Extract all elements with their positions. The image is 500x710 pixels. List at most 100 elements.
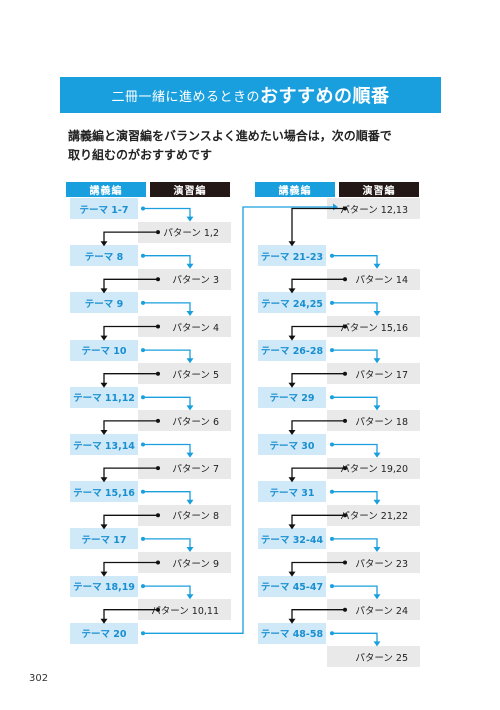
practice-cell: パターン 3 [138,268,231,290]
lecture-cell: テーマ 9 [70,292,138,314]
intro-line-1: 講義編と演習編をバランスよく進めたい場合は，次の順番で [68,129,392,143]
practice-cell: パターン 25 [327,646,420,668]
left-practice-header: 演習編 [150,182,230,197]
arrow-head [373,641,381,647]
flow-arrow-line [332,302,378,315]
arrow-head [373,452,381,458]
flow-arrow-line [143,302,191,315]
arrow-head [288,430,296,435]
lecture-cell: テーマ 1-7 [70,198,138,219]
intro-text: 講義編と演習編をバランスよく進めたい場合は，次の順番で 取り組むのがおすすめです [68,127,448,165]
arrow-head [288,382,296,388]
practice-cell: パターン 19,20 [327,457,420,479]
flow-arrow-line [103,609,158,622]
arrow-head [186,216,194,222]
flow-arrow-line [103,373,158,386]
arrow-head [373,358,381,364]
practice-cell: パターン 21,22 [327,504,420,526]
flow-arrow-line [143,585,191,599]
flow-arrow-line [143,538,191,551]
flow-arrow-line [291,561,345,575]
lecture-cell: テーマ 26-28 [258,339,326,361]
flow-arrow-line [103,325,158,339]
arrow-head [100,382,108,388]
lecture-cell: テーマ 30 [258,434,326,455]
arrow-head [288,618,296,624]
flow-arrow-line [143,491,191,504]
practice-cell: パターン 18 [327,410,420,432]
practice-cell: パターン 6 [138,410,231,432]
lecture-cell: テーマ 17 [70,528,138,550]
arrow-head [186,358,194,364]
page-number: 302 [29,673,49,684]
practice-cell: パターン 4 [138,316,231,337]
flow-arrow-line [103,561,158,575]
flow-arrow-line [332,443,378,457]
flow-arrow-line [103,278,158,292]
flow-arrow-line [103,514,158,528]
lecture-cell: テーマ 18,19 [70,575,138,597]
lecture-cell: テーマ 29 [258,386,326,408]
right-practice-header: 演習編 [339,182,419,197]
arrow-head [186,405,194,411]
flow-arrow-line [332,632,378,646]
flow-arrow-line [291,609,345,622]
arrow-head [373,594,381,600]
flow-arrow-line [291,420,345,433]
flow-arrow-line [332,538,378,551]
flow-arrow-line [332,255,378,268]
arrow-head [100,618,108,624]
arrow-head [288,571,296,577]
practice-cell: パターン 17 [327,363,420,385]
flow-arrow-line [332,396,378,410]
arrow-head [100,335,108,341]
flow-arrow-line [143,207,191,221]
flow-arrow-line [103,420,158,433]
lecture-cell: テーマ 10 [70,339,138,361]
arrow-head [100,571,108,577]
flow-arrow-line [291,207,345,245]
flow-arrow-line [332,349,378,363]
lecture-cell: テーマ 13,14 [70,434,138,455]
flow-arrow-line [103,467,158,481]
practice-cell: パターン 1,2 [138,221,231,243]
lecture-cell: テーマ 31 [258,481,326,503]
flow-arrow-line [332,491,378,504]
practice-cell: パターン 12,13 [327,198,420,219]
flow-arrow-line [291,514,345,528]
arrow-head [288,477,296,483]
arrow-head [100,430,108,435]
title-banner: 二冊一緒に進めるときの おすすめの順番 [60,77,441,113]
lecture-cell: テーマ 45-47 [258,575,326,597]
practice-cell: パターン 15,16 [327,316,420,337]
right-lecture-header: 講義編 [255,182,335,197]
arrow-head [288,335,296,341]
arrow-head [373,311,381,316]
practice-cell: パターン 7 [138,457,231,479]
intro-line-2: 取り組むのがおすすめです [68,148,213,162]
arrow-head [186,311,194,316]
arrow-head [373,405,381,411]
practice-cell: パターン 10,11 [138,599,231,621]
arrow-head [373,263,381,269]
lecture-cell: テーマ 24,25 [258,292,326,314]
flow-arrow-line [143,206,333,634]
flow-arrow-line [291,467,345,481]
arrow-head [333,203,338,211]
lecture-cell: テーマ 20 [70,622,138,644]
practice-cell: パターン 14 [327,268,420,290]
left-lecture-header: 講義編 [66,182,146,197]
arrow-head [100,477,108,483]
arrow-head [100,524,108,530]
flow-arrow-line [291,278,345,292]
practice-cell: パターン 8 [138,504,231,526]
arrow-head [186,499,194,505]
banner-small-text: 二冊一緒に進めるときの [111,89,260,105]
arrow-head [186,452,194,458]
lecture-cell: テーマ 32-44 [258,528,326,550]
arrow-head [186,547,194,552]
flow-arrow-line [143,396,191,410]
arrow-head [288,524,296,530]
practice-cell: パターン 5 [138,363,231,385]
